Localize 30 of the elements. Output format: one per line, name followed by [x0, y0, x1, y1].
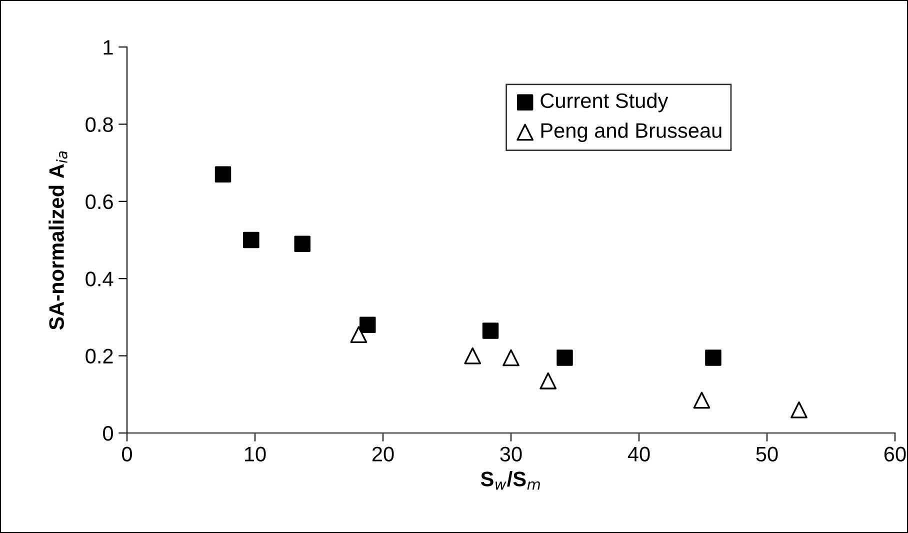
point — [482, 322, 499, 339]
legend-label: Peng and Brusseau — [541, 122, 722, 142]
x-tick-label: 40 — [628, 446, 650, 462]
x-tick-label: 20 — [372, 446, 394, 462]
point — [502, 349, 520, 366]
x-tick-label: 30 — [500, 446, 522, 462]
y-tick-label: 0.6 — [86, 194, 113, 210]
point — [540, 372, 557, 390]
x-tick-label: 0 — [122, 446, 132, 462]
y-tick-label: 0.8 — [86, 117, 113, 132]
y-tick-label: 1 — [104, 40, 113, 55]
legend-label: Current Study — [540, 92, 668, 112]
point — [360, 316, 376, 334]
point — [350, 326, 368, 344]
point — [556, 350, 573, 366]
y-axis-title: SA-normalized A$_{ia}$ — [48, 151, 68, 330]
y-tick-label: 0.4 — [86, 272, 114, 286]
x-tick-label: 10 — [245, 446, 266, 462]
y-tick-label: 0.2 — [86, 348, 113, 364]
y-tick-label: 0 — [103, 426, 113, 441]
point — [705, 350, 722, 366]
x-tick-label: 60 — [884, 446, 906, 462]
point — [790, 401, 808, 418]
point — [243, 232, 260, 248]
point — [294, 236, 310, 252]
point — [214, 166, 232, 182]
x-axis-title: S$_{w}$/S$_{m}$ — [480, 471, 540, 490]
point — [693, 392, 710, 409]
x-tick-label: 50 — [756, 446, 778, 462]
point — [464, 347, 482, 364]
